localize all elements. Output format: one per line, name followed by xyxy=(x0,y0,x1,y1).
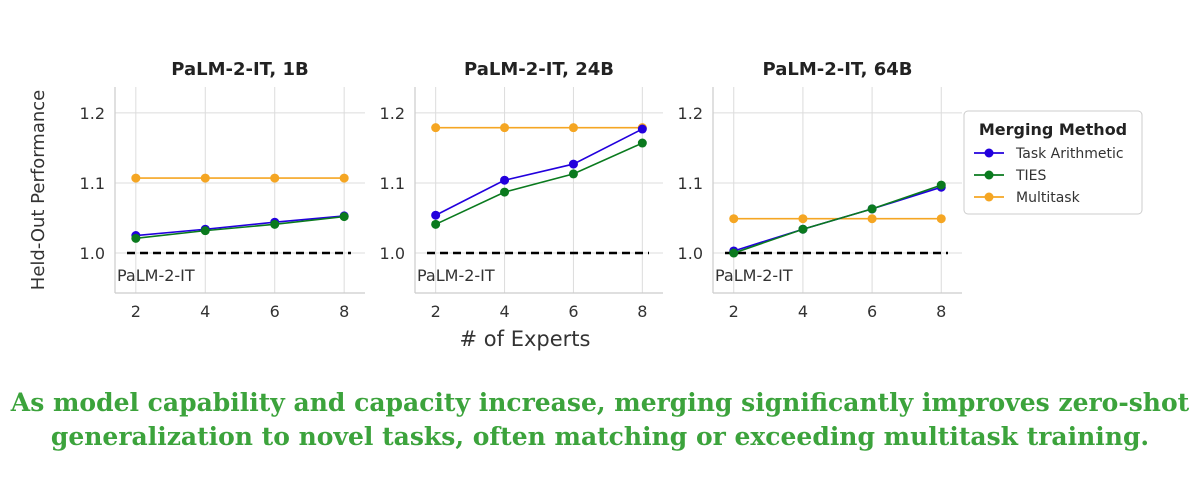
x-tick-label: 8 xyxy=(936,302,946,321)
x-tick-label: 2 xyxy=(431,302,441,321)
y-tick-label: 1.2 xyxy=(80,104,105,123)
data-point-multitask xyxy=(568,123,578,133)
data-point-multitask xyxy=(867,214,877,224)
legend-title: Merging Method xyxy=(979,120,1127,139)
data-point-ties xyxy=(637,138,647,148)
y-tick-label: 1.2 xyxy=(380,104,405,123)
legend-marker-ties xyxy=(984,170,994,180)
data-point-ties xyxy=(131,233,141,243)
data-point-multitask xyxy=(200,173,210,183)
x-axis-label: # of Experts xyxy=(460,327,591,351)
caption-line-2: generalization to novel tasks, often mat… xyxy=(50,422,1150,451)
chart-svg: 1.0 1.1 1.2 2 4 6 8 PaLM-2-IT, 1B PaLM-2-IT 1.0 1.… xyxy=(28,59,1143,351)
panel-title: PaLM-2-IT, 1B xyxy=(171,59,308,80)
series-line-task-arithmetic xyxy=(135,215,345,237)
caption: As model capability and capacity increas… xyxy=(0,386,1200,454)
panel-title: PaLM-2-IT, 64B xyxy=(763,59,913,80)
legend-marker-task-arithmetic xyxy=(984,148,994,158)
x-tick-label: 2 xyxy=(729,302,739,321)
x-tick-label: 6 xyxy=(867,302,877,321)
y-tick-label: 1.1 xyxy=(380,174,405,193)
data-point-ties xyxy=(936,180,946,190)
y-tick-label: 1.1 xyxy=(80,174,105,193)
y-tick-label: 1.0 xyxy=(80,244,105,263)
x-tick-label: 4 xyxy=(499,302,509,321)
y-tick-label: 1.1 xyxy=(678,174,703,193)
data-point-multitask xyxy=(798,214,808,224)
x-tick-label: 8 xyxy=(637,302,647,321)
legend-label-task-arithmetic: Task Arithmetic xyxy=(1015,146,1124,162)
data-point-task-arithmetic xyxy=(500,175,510,185)
x-tick-label: 4 xyxy=(200,302,210,321)
y-tick-label: 1.2 xyxy=(678,104,703,123)
baseline-label: PaLM-2-IT xyxy=(417,266,495,285)
data-point-multitask xyxy=(339,173,349,183)
series-line-task-arithmetic xyxy=(435,128,643,216)
x-tick-label: 4 xyxy=(798,302,808,321)
data-point-ties xyxy=(729,248,739,258)
baseline-label: PaLM-2-IT xyxy=(117,266,195,285)
chart-figure: 1.0 1.1 1.2 2 4 6 8 PaLM-2-IT, 1B PaLM-2-IT 1.0 1.… xyxy=(28,59,1143,351)
data-point-ties xyxy=(798,224,808,234)
legend-box xyxy=(963,110,1143,215)
data-point-ties xyxy=(431,219,441,229)
data-point-ties xyxy=(867,204,877,214)
data-point-ties xyxy=(200,226,210,236)
legend-label-ties: TIES xyxy=(1015,168,1047,184)
series-line-ties xyxy=(135,215,345,240)
y-tick-label: 1.0 xyxy=(678,244,703,263)
data-point-ties xyxy=(568,169,578,179)
data-point-multitask xyxy=(431,123,441,133)
data-point-ties xyxy=(339,212,349,222)
y-axis-label: Held-Out Performance xyxy=(28,90,49,290)
data-point-multitask xyxy=(500,123,510,133)
series-line-ties xyxy=(435,142,643,226)
data-point-task-arithmetic xyxy=(431,210,441,220)
data-point-multitask xyxy=(936,214,946,224)
data-point-multitask xyxy=(131,173,141,183)
x-tick-label: 6 xyxy=(270,302,280,321)
x-tick-label: 6 xyxy=(568,302,578,321)
data-point-multitask xyxy=(270,173,280,183)
x-tick-label: 8 xyxy=(339,302,349,321)
baseline-label: PaLM-2-IT xyxy=(715,266,793,285)
legend-marker-multitask xyxy=(984,192,994,202)
x-tick-label: 2 xyxy=(131,302,141,321)
data-point-multitask xyxy=(729,214,739,224)
series-line-ties xyxy=(733,184,942,254)
caption-line-1: As model capability and capacity increas… xyxy=(10,388,1190,417)
legend-label-multitask: Multitask xyxy=(1016,190,1081,206)
data-point-ties xyxy=(270,219,280,229)
data-point-ties xyxy=(500,187,510,197)
data-point-task-arithmetic xyxy=(568,159,578,169)
panel-title: PaLM-2-IT, 24B xyxy=(464,59,614,80)
data-point-task-arithmetic xyxy=(637,124,647,134)
y-tick-label: 1.0 xyxy=(380,244,405,263)
